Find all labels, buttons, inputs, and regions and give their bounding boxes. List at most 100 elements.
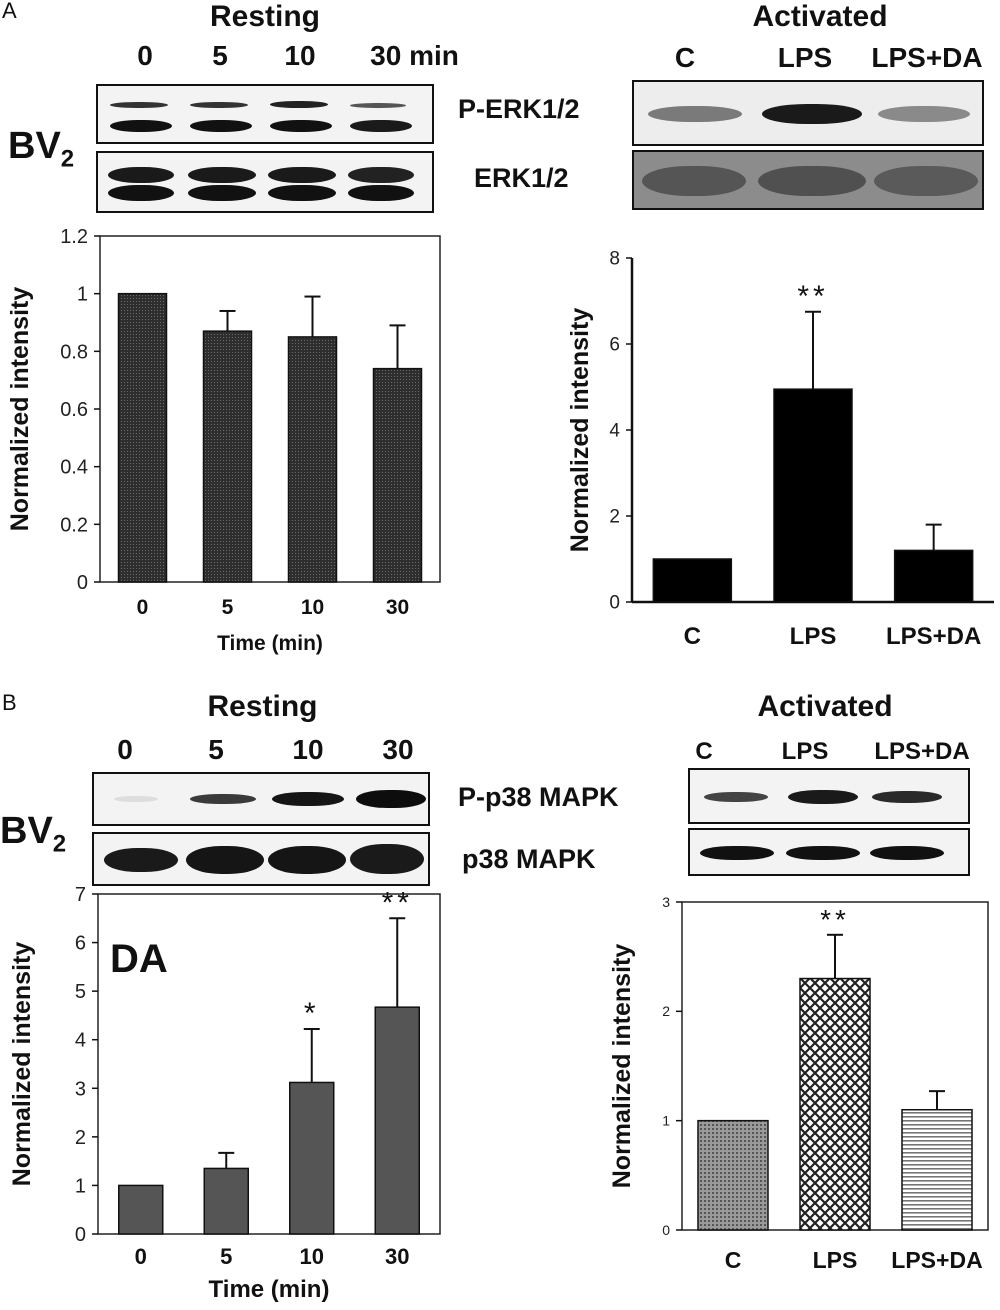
lane-label-a-act-lpsda: LPS+DA <box>871 42 983 73</box>
x-tick-label: C <box>725 1247 742 1273</box>
lane-label-a-10: 10 <box>284 40 316 71</box>
blot-erk-resting <box>96 151 434 213</box>
bar <box>901 1108 973 1231</box>
lane-label-a-5: 5 <box>212 40 228 71</box>
blot-erk-activated <box>632 150 984 210</box>
header-b-activated: Activated <box>757 690 893 723</box>
bar <box>117 292 168 583</box>
y-tick-label: 2 <box>662 1003 670 1019</box>
x-tick-label: 5 <box>222 596 234 619</box>
x-tick-label: LPS+DA <box>886 623 981 650</box>
bar <box>203 1167 249 1235</box>
blot-p38-resting <box>92 832 430 886</box>
y-tick-label: 0 <box>75 1224 86 1246</box>
blot-p38-activated <box>688 828 970 876</box>
x-tick-label: 10 <box>300 1244 324 1269</box>
plot-frame <box>97 893 441 1235</box>
y-tick-label: 2 <box>75 1127 86 1149</box>
x-tick-label: LPS+DA <box>891 1247 982 1273</box>
panel-letter-a: A <box>2 0 17 23</box>
blot-p-erk-activated <box>632 80 984 146</box>
blot-p-p38-activated <box>688 768 970 824</box>
bar <box>202 330 253 583</box>
bar <box>697 1119 769 1231</box>
significance-marker: * <box>304 997 320 1030</box>
y-axis-label: Normalized intensity <box>6 287 34 532</box>
y-tick-label: 2 <box>609 507 620 528</box>
bar <box>893 549 974 603</box>
lane-label-b-act-c: C <box>695 738 713 765</box>
lane-label-b-5: 5 <box>208 734 224 765</box>
blot-p-erk-resting <box>96 84 434 144</box>
y-tick-label: 3 <box>662 894 670 910</box>
y-tick-label: 4 <box>75 1030 86 1052</box>
bar <box>287 336 338 583</box>
lane-label-b-act-lpsda: LPS+DA <box>874 738 970 765</box>
y-tick-label: 0.2 <box>60 514 88 536</box>
x-tick-label: 0 <box>135 1244 147 1269</box>
y-tick-label: 6 <box>75 933 86 955</box>
significance-marker: ** <box>382 886 413 919</box>
significance-marker: ** <box>820 904 850 935</box>
y-tick-label: 1 <box>75 1175 86 1197</box>
bar <box>289 1081 335 1235</box>
x-tick-label: C <box>684 623 701 650</box>
x-tick-label: 30 <box>386 596 409 619</box>
y-tick-label: 0 <box>662 1222 670 1238</box>
header-a-activated: Activated <box>752 0 888 33</box>
bar <box>652 558 733 603</box>
bar <box>372 367 423 583</box>
protein-label-p-p38: P-p38 MAPK <box>458 782 619 812</box>
y-axis-label: Normalized intensity <box>8 942 36 1187</box>
panel-letter-b: B <box>2 690 17 715</box>
lane-label-a-act-lps: LPS <box>777 42 833 73</box>
y-tick-label: 0.6 <box>60 399 88 421</box>
lane-label-a-30min: 30 min <box>370 40 459 71</box>
cell-line-label-b: BV2 <box>0 810 67 858</box>
y-axis-label: Normalized intensity <box>566 308 594 553</box>
x-tick-label: 10 <box>301 596 324 619</box>
bar <box>374 1006 420 1235</box>
y-tick-label: 7 <box>75 884 86 906</box>
chart-b-activated: 0 1 2 3 C ** LPS LPS+DA Normalized intensity <box>608 894 989 1273</box>
bar <box>118 1184 164 1235</box>
cell-line-label-a: BV2 <box>8 125 75 173</box>
bar <box>799 977 871 1231</box>
x-axis-label: Time (min) <box>217 632 323 655</box>
y-tick-label: 4 <box>609 421 620 442</box>
y-tick-label: 0.4 <box>60 457 88 479</box>
y-tick-label: 6 <box>609 335 620 356</box>
chart-a-resting: 0 0.2 0.4 0.6 0.8 1 1.2 0 5 10 30 Normalized intens… <box>6 226 441 655</box>
lane-label-a-0: 0 <box>137 40 153 71</box>
y-tick-label: 3 <box>75 1078 86 1100</box>
protein-label-p-erk: P-ERK1/2 <box>458 94 580 124</box>
header-a-resting: Resting <box>209 0 320 33</box>
header-b-resting: Resting <box>207 690 318 723</box>
x-tick-label: 0 <box>137 596 149 619</box>
y-tick-label: 1 <box>77 284 88 306</box>
lane-label-b-0: 0 <box>117 734 133 765</box>
y-axis-label: Normalized intensity <box>608 944 636 1189</box>
y-tick-label: 5 <box>75 981 86 1003</box>
protein-label-p38: p38 MAPK <box>462 844 596 874</box>
lane-label-b-30: 30 <box>382 734 414 765</box>
y-tick-label: 1.2 <box>60 226 88 248</box>
x-tick-label: 30 <box>385 1244 409 1269</box>
lane-label-b-10: 10 <box>292 734 324 765</box>
chart-b-resting: 0 1 2 3 4 5 6 7 0 5 * 10 ** 30 Normalized intensity Tim… <box>8 884 441 1303</box>
x-tick-label: LPS <box>813 1247 858 1273</box>
lane-label-b-act-lps: LPS <box>781 738 829 765</box>
blot-p-p38-resting <box>92 772 430 826</box>
bar <box>773 388 853 603</box>
chart-a-activated: 0 2 4 6 8 C ** LPS LPS+DA Normalized intensity <box>566 249 994 650</box>
chart-annotation: DA <box>110 937 168 981</box>
significance-marker: ** <box>797 280 828 313</box>
protein-label-erk: ERK1/2 <box>474 163 569 193</box>
y-tick-label: 0 <box>609 593 620 614</box>
x-axis-label: Time (min) <box>209 1276 330 1303</box>
lane-label-a-act-c: C <box>674 42 696 73</box>
x-tick-label: 5 <box>220 1244 232 1269</box>
x-tick-label: LPS <box>790 623 837 650</box>
y-tick-label: 8 <box>609 249 620 270</box>
y-tick-label: 0.8 <box>60 341 88 363</box>
